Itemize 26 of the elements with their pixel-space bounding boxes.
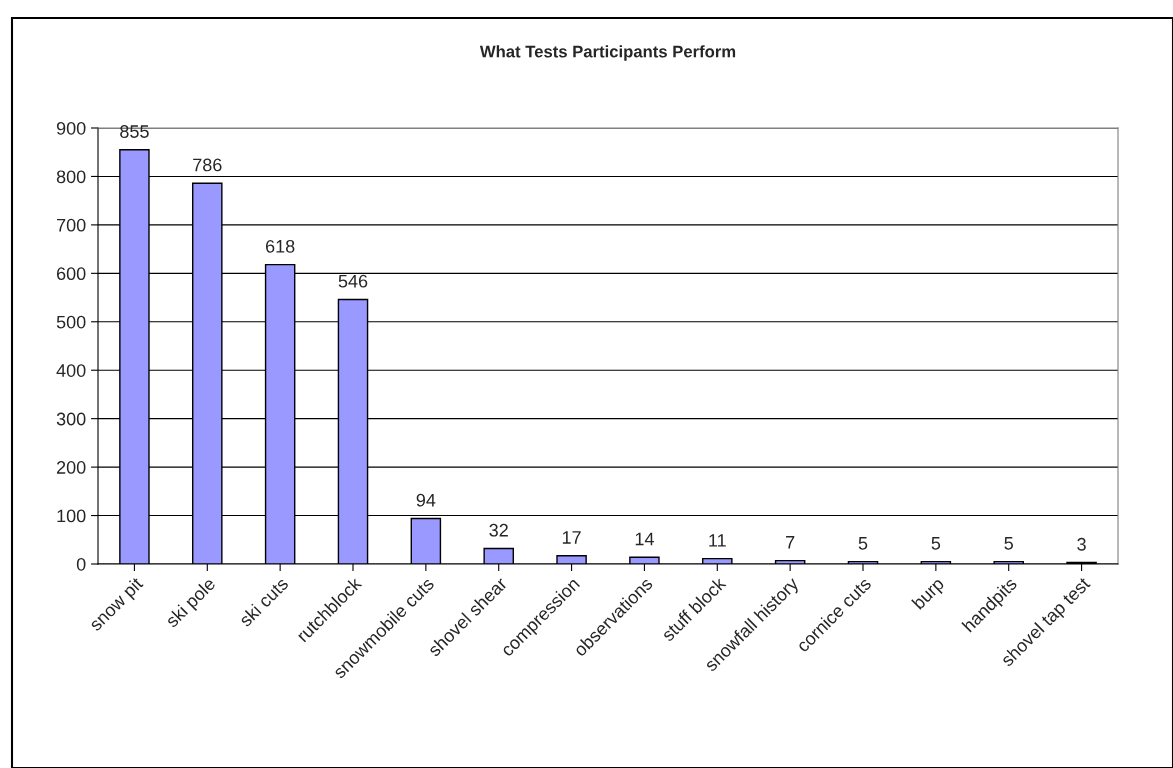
y-tick-label: 0 [76, 557, 86, 571]
data-label: 786 [193, 158, 222, 172]
data-label: 7 [786, 536, 795, 549]
data-label: 5 [931, 537, 941, 550]
y-tick-label: 500 [56, 315, 86, 329]
data-label: 3 [1077, 537, 1086, 551]
y-tick-label: 200 [56, 461, 86, 474]
y-tick-label: 800 [56, 170, 86, 184]
x-tick-label: burp [911, 576, 948, 613]
data-label: 5 [1004, 537, 1013, 550]
data-label: 11 [709, 534, 726, 547]
data-label: 546 [338, 274, 368, 288]
y-tick-label: 900 [56, 121, 86, 135]
y-tick-label: 400 [56, 364, 86, 377]
y-tick-label: 600 [56, 267, 86, 281]
y-tick-label: 100 [57, 509, 86, 523]
data-label: 32 [489, 523, 508, 537]
chart-title: What Tests Participants Perform [479, 45, 736, 61]
y-tick-label: 700 [57, 218, 86, 232]
x-tick-label: ski cuts [237, 576, 290, 628]
data-label: 94 [416, 493, 436, 507]
data-label: 5 [858, 537, 868, 550]
data-label: 17 [562, 531, 581, 544]
data-label: 618 [266, 239, 295, 253]
data-label: 14 [635, 532, 654, 546]
y-tick-label: 300 [56, 412, 86, 426]
